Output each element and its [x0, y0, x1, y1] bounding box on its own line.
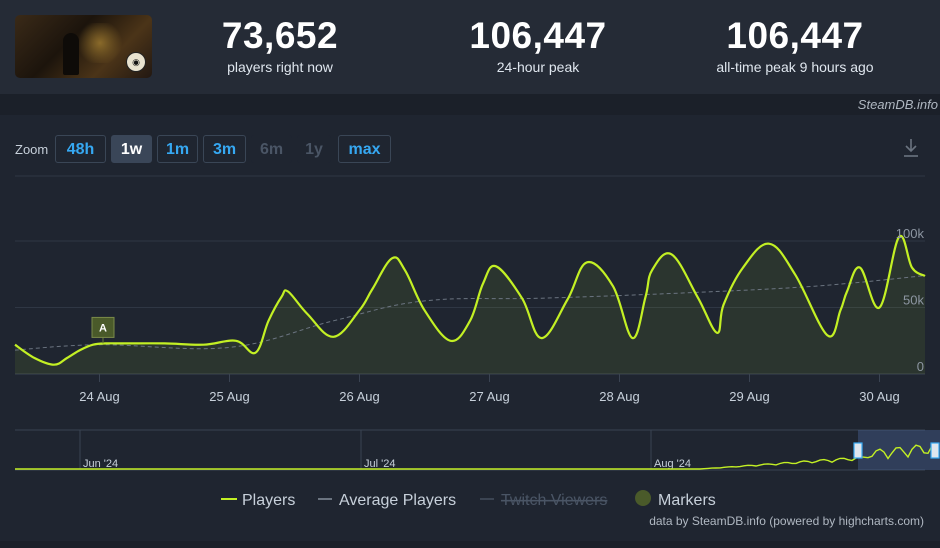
y-tick-label: 100k [896, 226, 925, 241]
alltime-peak-value: 106,447 [726, 15, 864, 56]
x-tick-label: 24 Aug [79, 389, 120, 404]
chart-labels: 0 50k 100k 24 Aug 25 Aug 26 Aug 27 Aug 28 Aug 29… [79, 226, 924, 404]
y-tick-label: 50k [903, 293, 924, 308]
peak-24h-value: 106,447 [469, 15, 607, 56]
chart-legend: Players Average Players Twitch Viewers Mark… [221, 490, 716, 509]
navigator-window [858, 430, 940, 470]
legend-item-markers[interactable]: Markers [635, 490, 716, 509]
legend-label: Twitch Viewers [501, 492, 607, 509]
x-tick-label: 26 Aug [339, 389, 380, 404]
chart-grid [15, 175, 925, 375]
x-tick-label: 29 Aug [729, 389, 770, 404]
eye-badge-icon: ◉ [126, 52, 146, 72]
y-tick-label: 0 [917, 359, 924, 374]
chart-footer-credit[interactable]: data by SteamDB.info (powered by highcha… [649, 514, 924, 528]
zoom-6m-button[interactable]: 6m [251, 135, 292, 163]
zoom-48h-button[interactable]: 48h [55, 135, 106, 163]
steamdb-credit[interactable]: SteamDB.info [857, 97, 938, 112]
zoom-1y-button[interactable]: 1y [297, 135, 331, 163]
zoom-1m-button[interactable]: 1m [157, 135, 198, 163]
legend-label: Average Players [339, 492, 456, 509]
navigator-handle [930, 442, 940, 459]
legend-label: Markers [658, 492, 716, 509]
x-tick-label: 30 Aug [859, 389, 900, 404]
zoom-1w-button[interactable]: 1w [111, 135, 152, 163]
zoom-3m-button[interactable]: 3m [203, 135, 246, 163]
zoom-label: Zoom [15, 142, 49, 157]
navigator-series [15, 444, 933, 470]
marker-label: A [99, 322, 107, 334]
thumbnail-figure [63, 33, 79, 75]
thumbnail-glow [75, 23, 125, 63]
legend-label: Players [242, 492, 295, 509]
navigator-handle [853, 442, 863, 459]
stats-bar: ◉ 73,652 players right now 106,447 24-ho… [0, 0, 940, 94]
legend-item-twitch-viewers[interactable]: Twitch Viewers [480, 492, 607, 509]
peak-24h-label: 24-hour peak [496, 59, 580, 75]
navigator: Jun '24 Jul '24 Aug '24 [15, 429, 940, 471]
legend-item-average-players[interactable]: Average Players [318, 492, 456, 509]
x-tick-label: 25 Aug [209, 389, 250, 404]
marker-flag [91, 316, 115, 338]
stat-24h-peak: 106,447 24-hour peak [448, 15, 628, 76]
players-line [14, 234, 926, 366]
chart-markers: A [91, 316, 115, 344]
game-thumbnail[interactable]: ◉ [15, 15, 152, 78]
zoom-max-button[interactable]: max [338, 135, 391, 163]
x-tick-label: 28 Aug [599, 389, 640, 404]
x-tick-label: 27 Aug [469, 389, 510, 404]
legend-item-players[interactable]: Players [221, 492, 295, 509]
players-area [15, 235, 925, 374]
download-icon[interactable] [901, 137, 921, 159]
navigator-label: Jun '24 [83, 458, 118, 470]
legend-symbol [635, 490, 651, 506]
stat-current: 73,652 players right now [190, 15, 370, 76]
alltime-peak-label: all-time peak 9 hours ago [716, 59, 874, 75]
x-axis-ticks [99, 374, 880, 382]
stat-alltime-peak: 106,447 all-time peak 9 hours ago [695, 15, 895, 76]
average-players-line [14, 275, 926, 351]
navigator-label: Aug '24 [654, 458, 691, 470]
navigator-label: Jul '24 [364, 458, 395, 470]
current-players-label: players right now [227, 59, 333, 75]
current-players-value: 73,652 [221, 15, 339, 56]
